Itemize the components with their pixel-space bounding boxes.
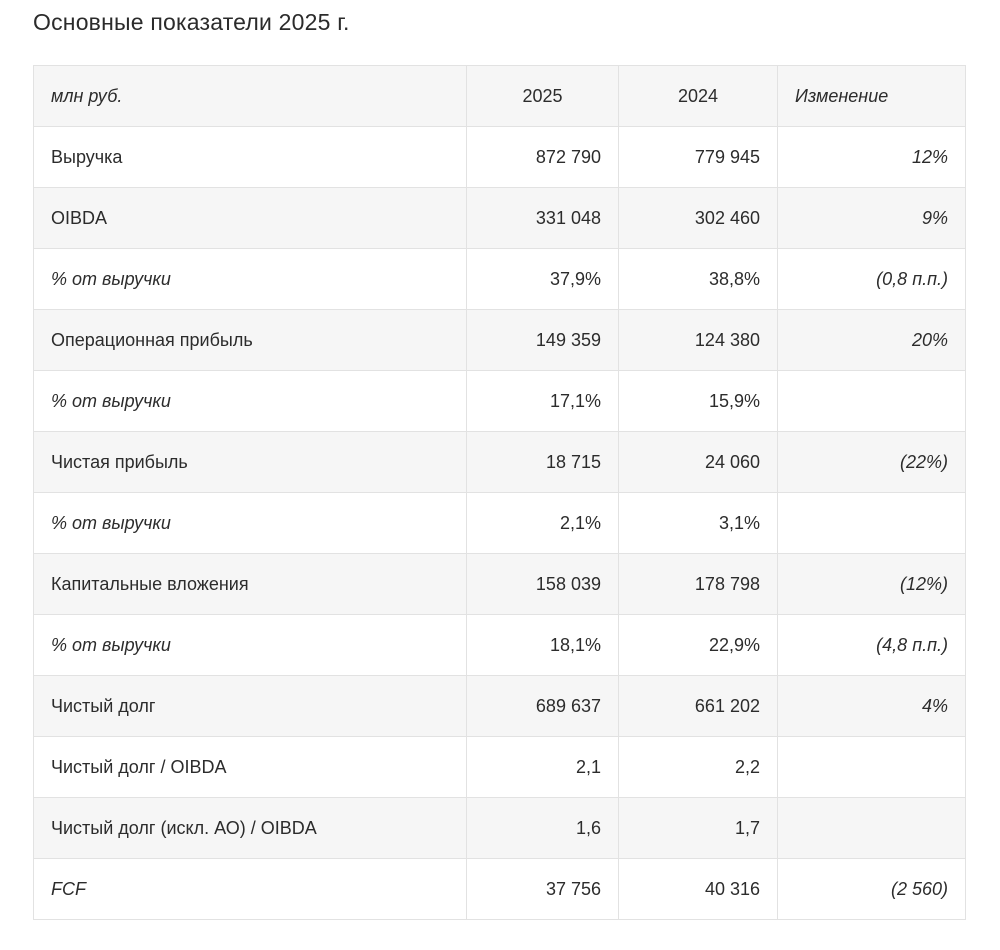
report-page: Основные показатели 2025 г. млн руб. 2025… [33,9,966,920]
value-2024-cell: 3,1% [618,492,778,554]
value-2025-cell: 2,1 [466,736,619,798]
value-2024-cell: 779 945 [618,126,778,188]
change-cell [777,797,966,859]
value-2025-cell: 149 359 [466,309,619,371]
value-2025-cell: 18,1% [466,614,619,676]
metric-label-cell: % от выручки [33,248,467,310]
change-cell: (4,8 п.п.) [777,614,966,676]
metric-label-cell: Выручка [33,126,467,188]
table-row: Капитальные вложения 158 039 178 798 (12%) [33,553,966,615]
metric-label-cell: Чистый долг / OIBDA [33,736,467,798]
value-2024-cell: 40 316 [618,858,778,920]
value-2024-cell: 178 798 [618,553,778,615]
value-2024-cell: 2,2 [618,736,778,798]
value-2024-cell: 124 380 [618,309,778,371]
column-header-2024: 2024 [618,65,778,127]
column-header-metric: млн руб. [33,65,467,127]
value-2025-cell: 2,1% [466,492,619,554]
value-2025-cell: 158 039 [466,553,619,615]
value-2025-cell: 18 715 [466,431,619,493]
value-2025-cell: 37,9% [466,248,619,310]
change-cell: (12%) [777,553,966,615]
change-cell [777,370,966,432]
value-2024-cell: 24 060 [618,431,778,493]
table-row: % от выручки 17,1% 15,9% [33,370,966,432]
column-header-2025: 2025 [466,65,619,127]
value-2024-cell: 22,9% [618,614,778,676]
change-cell: (2 560) [777,858,966,920]
table-row: Чистый долг 689 637 661 202 4% [33,675,966,737]
value-2024-cell: 661 202 [618,675,778,737]
table-row: Чистый долг / OIBDA 2,1 2,2 [33,736,966,798]
metric-label-cell: Чистый долг (искл. АО) / OIBDA [33,797,467,859]
change-cell: (22%) [777,431,966,493]
table-row: % от выручки 37,9% 38,8% (0,8 п.п.) [33,248,966,310]
value-2024-cell: 38,8% [618,248,778,310]
table-row: % от выручки 2,1% 3,1% [33,492,966,554]
value-2025-cell: 17,1% [466,370,619,432]
key-indicators-table: млн руб. 2025 2024 Изменение Выручка 872 790… [33,65,966,920]
value-2024-cell: 302 460 [618,187,778,249]
value-2025-cell: 872 790 [466,126,619,188]
value-2025-cell: 1,6 [466,797,619,859]
value-2024-cell: 1,7 [618,797,778,859]
change-cell [777,736,966,798]
change-cell: (0,8 п.п.) [777,248,966,310]
change-cell: 4% [777,675,966,737]
table-row: Чистый долг (искл. АО) / OIBDA 1,6 1,7 [33,797,966,859]
change-cell: 9% [777,187,966,249]
change-cell [777,492,966,554]
metric-label-cell: Чистая прибыль [33,431,467,493]
change-cell: 12% [777,126,966,188]
table-row: OIBDA 331 048 302 460 9% [33,187,966,249]
metric-label-cell: % от выручки [33,370,467,432]
table-row: Чистая прибыль 18 715 24 060 (22%) [33,431,966,493]
metric-label-cell: Операционная прибыль [33,309,467,371]
table-header-row: млн руб. 2025 2024 Изменение [33,65,966,127]
metric-label-cell: OIBDA [33,187,467,249]
metric-label-cell: FCF [33,858,467,920]
value-2024-cell: 15,9% [618,370,778,432]
metric-label-cell: % от выручки [33,614,467,676]
value-2025-cell: 37 756 [466,858,619,920]
page-title: Основные показатели 2025 г. [33,9,350,35]
change-cell: 20% [777,309,966,371]
table-row: Выручка 872 790 779 945 12% [33,126,966,188]
table-row: FCF 37 756 40 316 (2 560) [33,858,966,920]
metric-label-cell: % от выручки [33,492,467,554]
table-row: % от выручки 18,1% 22,9% (4,8 п.п.) [33,614,966,676]
table-row: Операционная прибыль 149 359 124 380 20% [33,309,966,371]
metric-label-cell: Чистый долг [33,675,467,737]
column-header-change: Изменение [777,65,966,127]
table-body: Выручка 872 790 779 945 12% OIBDA 331 048 302 … [33,126,966,920]
value-2025-cell: 689 637 [466,675,619,737]
metric-label-cell: Капитальные вложения [33,553,467,615]
value-2025-cell: 331 048 [466,187,619,249]
